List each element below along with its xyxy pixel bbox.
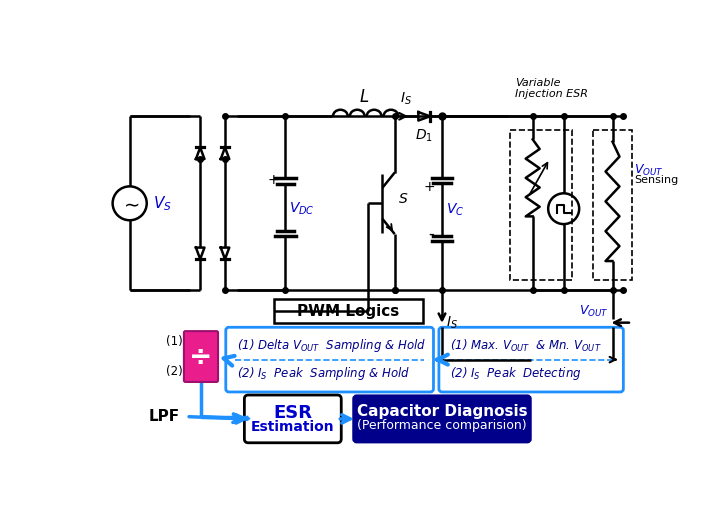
Text: $V_{OUT}$: $V_{OUT}$	[634, 163, 664, 178]
FancyBboxPatch shape	[354, 396, 531, 442]
Text: ÷: ÷	[189, 343, 212, 371]
Text: (1) Delta $V_{OUT}$  Sampling & Hold: (1) Delta $V_{OUT}$ Sampling & Hold	[237, 337, 426, 354]
Text: Injection ESR: Injection ESR	[515, 89, 588, 99]
Bar	[274, 299, 423, 323]
Text: (Performance comparision): (Performance comparision)	[358, 419, 527, 432]
Text: $I_S$: $I_S$	[400, 90, 413, 107]
Text: $V_C$: $V_C$	[446, 202, 464, 218]
Text: (2) $I_S$  Peak  Sampling & Hold: (2) $I_S$ Peak Sampling & Hold	[237, 365, 410, 382]
Text: $S$: $S$	[398, 192, 408, 206]
Text: $V_{DC}$: $V_{DC}$	[289, 201, 315, 217]
Text: -: -	[428, 224, 434, 242]
Text: Capacitor Diagnosis: Capacitor Diagnosis	[357, 405, 528, 420]
Text: $I_S$: $I_S$	[446, 315, 458, 331]
Text: (2): (2)	[167, 365, 183, 378]
Text: Estimation: Estimation	[251, 420, 335, 434]
Text: $D_1$: $D_1$	[415, 128, 433, 144]
FancyBboxPatch shape	[184, 331, 218, 382]
Text: $V_{OUT}$: $V_{OUT}$	[579, 304, 608, 319]
Text: Variable: Variable	[515, 77, 561, 87]
Text: PWM Logics: PWM Logics	[297, 304, 400, 319]
Text: $V_S$: $V_S$	[153, 194, 172, 213]
Text: (1): (1)	[167, 335, 183, 348]
Text: LPF: LPF	[149, 409, 180, 424]
Text: +: +	[267, 173, 279, 187]
Text: $\sim$: $\sim$	[119, 194, 139, 213]
Text: +: +	[423, 180, 435, 194]
Text: ESR: ESR	[273, 404, 312, 422]
Text: (2) $I_S$  Peak  Detecting: (2) $I_S$ Peak Detecting	[450, 365, 581, 382]
Bar	[593, 130, 632, 280]
Text: Sensing: Sensing	[634, 175, 679, 185]
Text: (1) Max. $V_{OUT}$  & Mn. $V_{OUT}$: (1) Max. $V_{OUT}$ & Mn. $V_{OUT}$	[450, 337, 601, 354]
Text: $L$: $L$	[359, 88, 369, 106]
Bar	[511, 130, 572, 280]
